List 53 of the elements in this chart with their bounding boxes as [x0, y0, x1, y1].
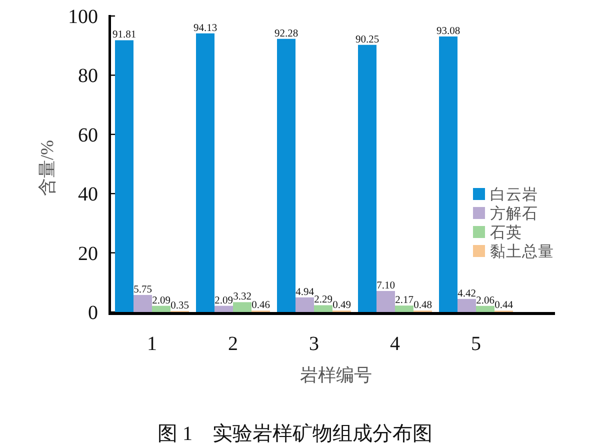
- data-label: 0.46: [252, 300, 270, 312]
- x-tick-label: 2: [228, 333, 238, 355]
- x-tick-label: 5: [471, 333, 481, 355]
- bar: [277, 38, 296, 312]
- bar: [376, 290, 395, 312]
- data-label: 91.81: [112, 30, 136, 41]
- x-tick-label: 3: [309, 333, 319, 355]
- data-label: 3.32: [233, 292, 252, 303]
- text: 图 1 实验岩样矿物组成分布图: [158, 423, 432, 445]
- bar: [395, 306, 414, 312]
- bar: [358, 44, 376, 312]
- bar: [476, 306, 494, 312]
- data-label: 2.06: [476, 295, 494, 306]
- data-label: 92.28: [274, 28, 298, 40]
- data-label: 0.44: [494, 300, 514, 312]
- data-label: 7.10: [376, 280, 395, 292]
- bar: [152, 306, 170, 312]
- bar: [196, 33, 214, 312]
- bar: [458, 298, 476, 312]
- bar: [314, 305, 332, 312]
- bar: [115, 40, 134, 312]
- data-label: 2.29: [314, 294, 332, 306]
- x-axis-title: 岩样编号: [300, 365, 372, 385]
- data-label: 90.25: [355, 34, 380, 46]
- bar: [134, 294, 152, 312]
- y-axis-title: 含量/%: [37, 140, 57, 196]
- data-label: 0.48: [414, 300, 432, 312]
- bar: [296, 297, 314, 312]
- y-tick-label: 0: [88, 302, 98, 324]
- y-tick-label: 20: [78, 242, 98, 265]
- data-label: 93.08: [436, 26, 460, 37]
- bar: [439, 36, 458, 312]
- data-label: 94.13: [193, 22, 218, 34]
- data-label: 4.94: [296, 286, 315, 298]
- y-tick-label: 60: [78, 124, 98, 146]
- data-label: 2.09: [152, 295, 170, 306]
- data-label: 0.49: [332, 300, 351, 312]
- y-tick-label: 100: [68, 6, 98, 28]
- bar: [233, 302, 252, 312]
- legend-label: 石英: [490, 224, 522, 242]
- legend-label: 黏土总量: [490, 242, 554, 260]
- x-tick-label: 1: [147, 333, 157, 355]
- legend-label: 方解石: [490, 204, 538, 222]
- x-tick-label: 4: [390, 333, 400, 355]
- data-label: 2.09: [214, 295, 233, 306]
- data-label: 5.75: [134, 284, 152, 296]
- y-tick-label: 80: [78, 65, 98, 88]
- data-label: 4.42: [458, 288, 476, 300]
- legend-label: 白云岩: [490, 186, 538, 204]
- data-label: 2.17: [395, 295, 414, 306]
- bar: [214, 306, 233, 312]
- y-tick-label: 40: [78, 184, 98, 206]
- data-label: 0.35: [170, 300, 189, 312]
